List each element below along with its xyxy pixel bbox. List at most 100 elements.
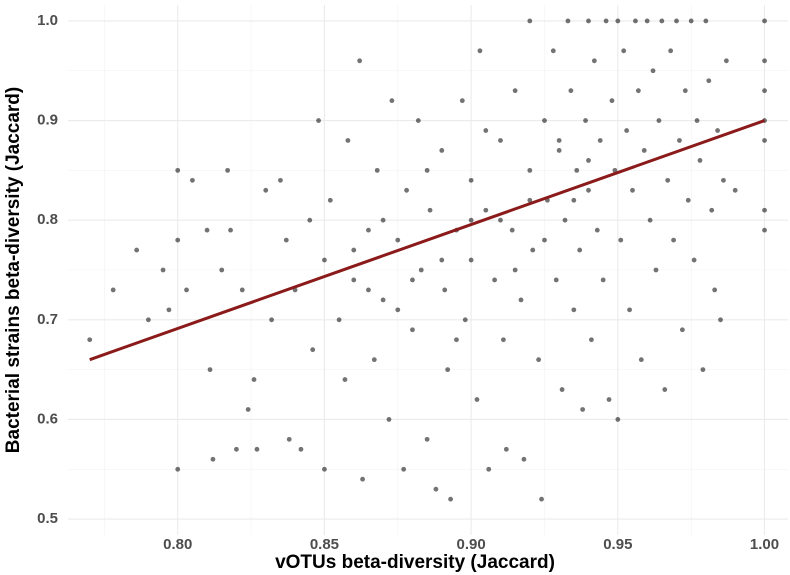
- point: [254, 446, 260, 452]
- point: [498, 217, 503, 223]
- point: [228, 227, 233, 233]
- point: [433, 486, 439, 492]
- x-tick-label: 0.90: [457, 536, 486, 553]
- point: [336, 317, 342, 323]
- point: [706, 78, 712, 84]
- point: [251, 377, 257, 382]
- point: [697, 158, 703, 163]
- point: [357, 58, 363, 64]
- point: [477, 48, 483, 54]
- point: [424, 167, 430, 173]
- point: [624, 128, 630, 133]
- point: [583, 118, 588, 123]
- point: [389, 98, 395, 104]
- point: [219, 267, 225, 273]
- point: [723, 58, 729, 64]
- point: [401, 466, 407, 472]
- point: [674, 18, 679, 24]
- point: [591, 58, 597, 64]
- point: [360, 476, 365, 482]
- point: [445, 367, 451, 373]
- point: [175, 237, 181, 243]
- point: [627, 307, 632, 313]
- point: [682, 88, 688, 94]
- point: [527, 18, 533, 24]
- point: [762, 18, 767, 24]
- point: [762, 138, 767, 143]
- point: [762, 58, 767, 64]
- point: [415, 118, 421, 123]
- point: [656, 118, 662, 123]
- point: [483, 128, 489, 133]
- point: [210, 456, 216, 462]
- point: [160, 267, 166, 273]
- point: [641, 148, 647, 153]
- point: [600, 277, 606, 283]
- point: [542, 237, 547, 243]
- point: [603, 18, 609, 24]
- point: [424, 436, 430, 442]
- point: [518, 297, 524, 303]
- point: [327, 197, 333, 203]
- point: [322, 466, 327, 472]
- point: [559, 387, 565, 392]
- point: [574, 167, 580, 173]
- point: [427, 207, 433, 213]
- point: [492, 277, 498, 283]
- point: [316, 118, 321, 123]
- point: [166, 307, 172, 313]
- point: [175, 466, 181, 472]
- point: [586, 187, 591, 193]
- point: [647, 217, 653, 223]
- point: [286, 436, 292, 442]
- point: [87, 337, 93, 343]
- y-tick-label: 0.6: [37, 410, 58, 427]
- point: [571, 197, 577, 203]
- point: [366, 227, 371, 233]
- point: [474, 397, 480, 402]
- point: [665, 177, 671, 183]
- point: [245, 407, 251, 412]
- point: [712, 287, 718, 293]
- point: [568, 88, 574, 94]
- point: [351, 277, 357, 283]
- point: [709, 207, 715, 213]
- point: [459, 98, 465, 104]
- y-axis-title: Bacterial strains beta-diversity (Jaccar…: [3, 87, 24, 453]
- point: [762, 88, 767, 94]
- point: [498, 138, 503, 143]
- point: [718, 317, 723, 323]
- point: [225, 167, 231, 173]
- point: [659, 18, 665, 24]
- point: [635, 88, 641, 94]
- point: [644, 18, 650, 24]
- point: [366, 287, 371, 293]
- point: [556, 148, 562, 153]
- point: [691, 257, 697, 263]
- point: [468, 257, 474, 263]
- point: [310, 347, 316, 353]
- point: [677, 138, 682, 143]
- point: [483, 207, 489, 213]
- point: [134, 247, 140, 253]
- y-tick-label: 0.5: [37, 510, 58, 527]
- point: [606, 397, 612, 402]
- point: [542, 118, 547, 123]
- point: [486, 466, 492, 472]
- point: [454, 337, 459, 343]
- point: [263, 187, 269, 193]
- point: [671, 237, 676, 243]
- point: [679, 327, 685, 333]
- x-tick-label: 0.95: [603, 536, 632, 553]
- point: [269, 317, 275, 323]
- point: [175, 167, 181, 173]
- point: [345, 138, 351, 143]
- point: [553, 277, 559, 283]
- point: [322, 257, 327, 263]
- point: [615, 417, 621, 422]
- point: [509, 227, 515, 233]
- point: [501, 337, 506, 343]
- point: [586, 18, 591, 24]
- point: [380, 217, 386, 223]
- point: [527, 197, 533, 203]
